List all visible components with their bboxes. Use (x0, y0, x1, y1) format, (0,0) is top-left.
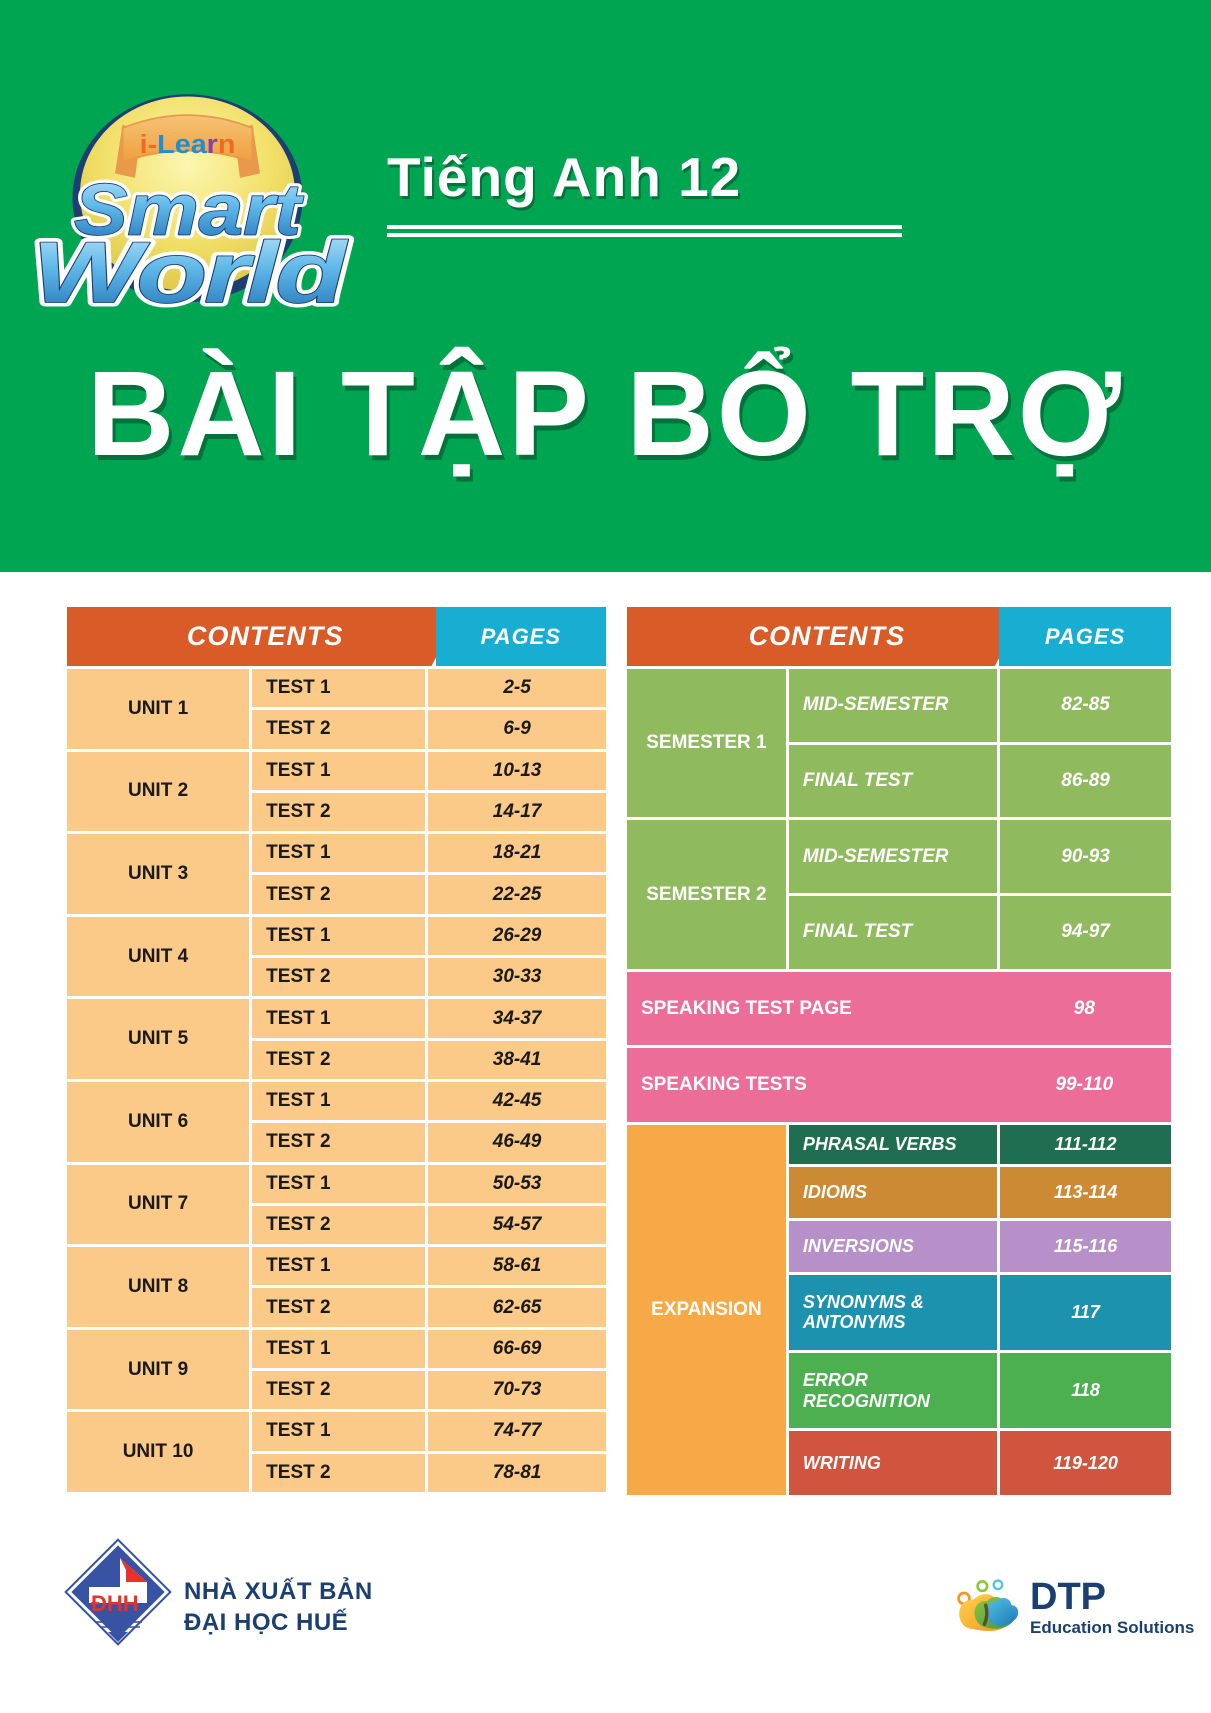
svg-text:i-Learn: i-Learn (140, 129, 236, 158)
svg-text:ĐHH: ĐHH (91, 1591, 139, 1616)
svg-text:World: World (32, 225, 349, 312)
